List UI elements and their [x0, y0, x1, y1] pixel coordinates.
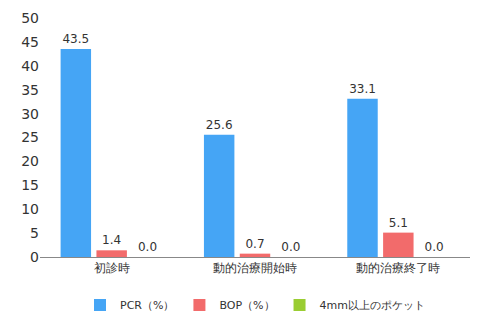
svg-text:5.1: 5.1 [389, 216, 408, 230]
svg-text:50: 50 [21, 10, 39, 26]
svg-text:35: 35 [21, 82, 39, 98]
svg-text:4mm以上のポケット: 4mm以上のポケット [320, 299, 425, 312]
svg-text:5: 5 [30, 225, 39, 241]
svg-text:30: 30 [21, 106, 39, 122]
svg-text:BOP（%）: BOP（%） [219, 299, 274, 312]
svg-text:0.0: 0.0 [138, 240, 157, 254]
svg-text:40: 40 [21, 58, 39, 74]
svg-text:0.7: 0.7 [245, 237, 264, 251]
svg-text:1.4: 1.4 [102, 233, 121, 247]
svg-text:25: 25 [21, 129, 39, 145]
svg-text:0.0: 0.0 [281, 240, 300, 254]
svg-text:動的治療開始時: 動的治療開始時 [213, 261, 297, 275]
svg-text:0.0: 0.0 [425, 240, 444, 254]
svg-text:25.6: 25.6 [206, 118, 233, 132]
svg-text:初診時: 初診時 [94, 261, 130, 275]
svg-text:15: 15 [21, 177, 39, 193]
svg-text:動的治療終了時: 動的治療終了時 [356, 261, 440, 275]
svg-text:33.1: 33.1 [349, 82, 376, 96]
svg-text:PCR（%）: PCR（%） [120, 299, 174, 312]
svg-text:0: 0 [30, 249, 39, 265]
svg-text:20: 20 [21, 153, 39, 169]
svg-text:10: 10 [21, 201, 39, 217]
svg-text:43.5: 43.5 [62, 32, 89, 46]
svg-text:45: 45 [21, 34, 39, 50]
